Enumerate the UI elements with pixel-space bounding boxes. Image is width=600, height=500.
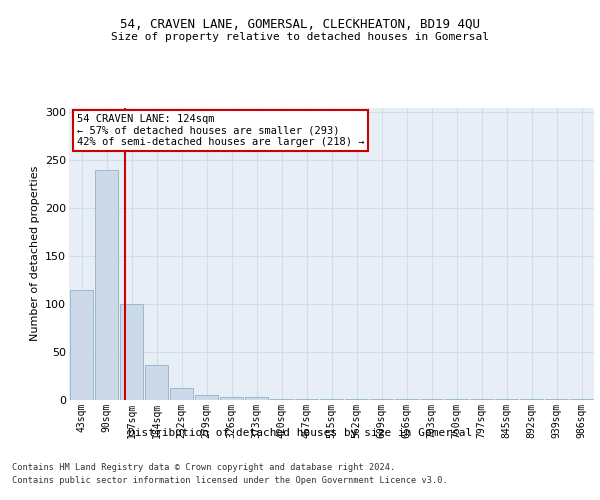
Bar (419, 399, 443, 400)
Bar (145, 364, 169, 400)
Text: 54 CRAVEN LANE: 124sqm
← 57% of detached houses are smaller (293)
42% of semi-de: 54 CRAVEN LANE: 124sqm ← 57% of detached… (77, 114, 364, 147)
Bar (344, 399, 368, 400)
Bar (220, 397, 244, 400)
Bar (320, 399, 343, 400)
Text: Contains HM Land Registry data © Crown copyright and database right 2024.: Contains HM Land Registry data © Crown c… (12, 462, 395, 471)
Bar (95, 170, 118, 400)
Text: Distribution of detached houses by size in Gomersal: Distribution of detached houses by size … (128, 428, 472, 438)
Text: 54, CRAVEN LANE, GOMERSAL, CLECKHEATON, BD19 4QU: 54, CRAVEN LANE, GOMERSAL, CLECKHEATON, … (120, 18, 480, 30)
Bar (170, 388, 193, 400)
Text: Contains public sector information licensed under the Open Government Licence v3: Contains public sector information licen… (12, 476, 448, 485)
Bar (370, 399, 394, 400)
Bar (245, 397, 268, 400)
Bar (445, 399, 469, 400)
Bar (470, 399, 493, 400)
Bar (119, 304, 143, 400)
Bar (520, 399, 544, 400)
Bar (70, 290, 94, 400)
Y-axis label: Number of detached properties: Number of detached properties (29, 166, 40, 342)
Bar (545, 399, 568, 400)
Bar (494, 399, 518, 400)
Bar (395, 399, 418, 400)
Bar (269, 399, 293, 400)
Bar (194, 395, 218, 400)
Bar (569, 399, 593, 400)
Text: Size of property relative to detached houses in Gomersal: Size of property relative to detached ho… (111, 32, 489, 42)
Bar (295, 399, 319, 400)
